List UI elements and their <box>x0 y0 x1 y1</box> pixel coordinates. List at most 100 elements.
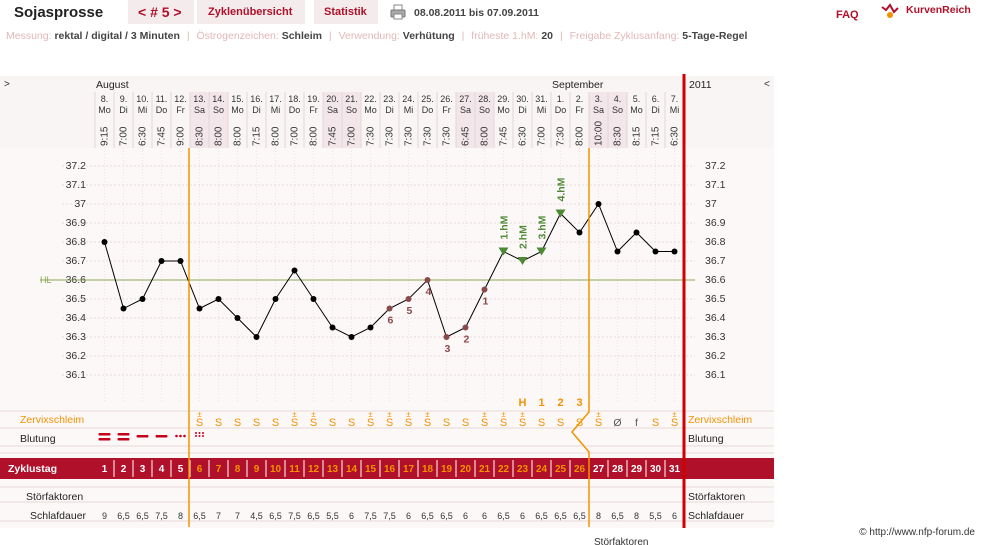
higher-measurement-label: 2.hM <box>518 225 530 249</box>
scroll-left-button[interactable]: > <box>4 79 10 90</box>
sleep-duration: 6 <box>349 511 354 521</box>
kurvenreich-logo-icon[interactable] <box>881 3 899 19</box>
cycle-day-number: 31 <box>669 464 681 475</box>
cycle-navigation[interactable]: < # 5 > <box>138 4 182 20</box>
temperature-point <box>424 277 431 283</box>
bleeding-row-label-right: Blutung <box>688 433 724 445</box>
cycle-nav-box: < # 5 > <box>128 0 195 24</box>
date-day: 27. <box>459 94 472 104</box>
higher-measurement-marker <box>498 247 509 256</box>
cycle-day-number: 24 <box>536 464 548 475</box>
sleep-duration: 8 <box>178 511 183 521</box>
measurement-time: 7:30 <box>442 126 453 146</box>
logo-text[interactable]: KurvenReich <box>906 4 971 16</box>
mucus-symbol: S <box>462 417 469 429</box>
date-weekday: Di <box>651 105 660 115</box>
date-weekday: So <box>213 105 224 115</box>
date-weekday: So <box>612 105 623 115</box>
lower-measurement-label: 4 <box>426 286 432 298</box>
measurement-time: 8:00 <box>309 126 320 146</box>
date-weekday: So <box>346 105 357 115</box>
y-tick-left: 36.1 <box>66 369 87 381</box>
date-weekday: Mo <box>497 105 510 115</box>
measurement-time: 8:00 <box>214 126 225 146</box>
sleep-duration: 4,5 <box>250 511 263 521</box>
sleep-duration: 6 <box>463 511 468 521</box>
cycle-day-number: 11 <box>289 464 300 475</box>
temperature-point <box>234 315 241 321</box>
measurement-time: 6:45 <box>461 126 472 146</box>
date-day: 2. <box>576 94 584 104</box>
copyright: © http://www.nfp-forum.de <box>859 527 975 538</box>
tab-statistik[interactable]: Statistik <box>314 0 379 24</box>
date-weekday: Fr <box>442 105 451 115</box>
info-value-frueheste: 20 <box>541 30 554 42</box>
cycle-day-number: 23 <box>517 464 529 475</box>
measurement-time: 7:30 <box>385 126 396 146</box>
higher-measurement-label: 1.hM <box>499 215 511 239</box>
date-weekday: Sa <box>327 105 338 115</box>
y-tick-left: 36.9 <box>66 217 87 229</box>
mucus-symbol: S <box>500 417 507 429</box>
sleep-duration: 7,5 <box>155 511 168 521</box>
cycle-day-number: 17 <box>403 464 415 475</box>
cycle-day-number: 15 <box>365 464 377 475</box>
y-tick-right: 36.3 <box>705 331 726 343</box>
date-weekday: Mo <box>98 105 111 115</box>
date-day: 21. <box>345 94 358 104</box>
sleep-duration: 7,5 <box>288 511 301 521</box>
mucus-plus-sign: ± <box>406 410 411 419</box>
date-day: 30. <box>516 94 529 104</box>
measurement-time: 10:00 <box>594 121 605 146</box>
printer-icon[interactable] <box>390 4 406 20</box>
scroll-right-button[interactable]: < <box>764 79 770 90</box>
temperature-point <box>348 334 355 340</box>
temperature-point <box>481 286 488 293</box>
date-day: 20. <box>326 94 339 104</box>
cycle-settings: Messung: rektal / digital / 3 Minuten | … <box>6 30 748 42</box>
cycle-day-bar <box>0 458 774 479</box>
measurement-time: 6:30 <box>138 126 149 146</box>
mucus-row-label: Zervixschleim <box>20 414 84 426</box>
cycle-day-number: 19 <box>441 464 453 475</box>
lower-measurement-label: 2 <box>464 334 470 346</box>
temperature-point <box>215 296 222 302</box>
tab-zyklenuebersicht[interactable]: Zyklenübersicht <box>197 0 306 24</box>
y-tick-left: 36.5 <box>66 293 87 305</box>
bleeding-mark-spotting <box>195 432 197 434</box>
lower-measurement-label: 6 <box>388 315 394 327</box>
bleeding-mark-spotting <box>202 435 204 437</box>
date-weekday: Do <box>289 105 301 115</box>
temperature-point <box>196 305 203 312</box>
date-day: 6. <box>652 94 660 104</box>
mucus-plus-sign: ± <box>387 410 392 419</box>
bleeding-mark-spotting <box>195 435 197 437</box>
sleep-duration: 5,5 <box>326 511 339 521</box>
date-day: 16. <box>250 94 263 104</box>
sleep-duration: 6,5 <box>611 511 624 521</box>
temperature-point <box>652 248 659 255</box>
sleep-duration: 7,5 <box>364 511 377 521</box>
date-day: 25. <box>421 94 434 104</box>
date-day: 23. <box>383 94 396 104</box>
bleeding-mark-spotting <box>198 435 201 437</box>
temperature-point <box>671 248 678 255</box>
mucus-row-label-right: Zervixschleim <box>688 414 752 426</box>
faq-link[interactable]: FAQ <box>836 9 859 21</box>
bleeding-mark-light <box>183 434 186 438</box>
date-weekday: So <box>479 105 490 115</box>
y-tick-right: 36.6 <box>705 274 726 286</box>
cycle-day-number: 12 <box>308 464 320 475</box>
cycle-day-number: 18 <box>422 464 434 475</box>
cycle-day-number: 27 <box>593 464 605 475</box>
measurement-time: 7:00 <box>347 126 358 146</box>
weekend-shade <box>342 92 361 148</box>
tab-statistik-label: Statistik <box>324 6 367 18</box>
measurement-time: 7:45 <box>157 126 168 146</box>
mucus-symbol: Ø <box>613 417 621 429</box>
chart-name: Sojasprosse <box>14 4 104 21</box>
weekend-shade <box>190 92 209 148</box>
y-tick-right: 36.4 <box>705 312 726 324</box>
y-tick-right: 37 <box>705 198 717 210</box>
mucus-symbol: S <box>519 417 526 429</box>
